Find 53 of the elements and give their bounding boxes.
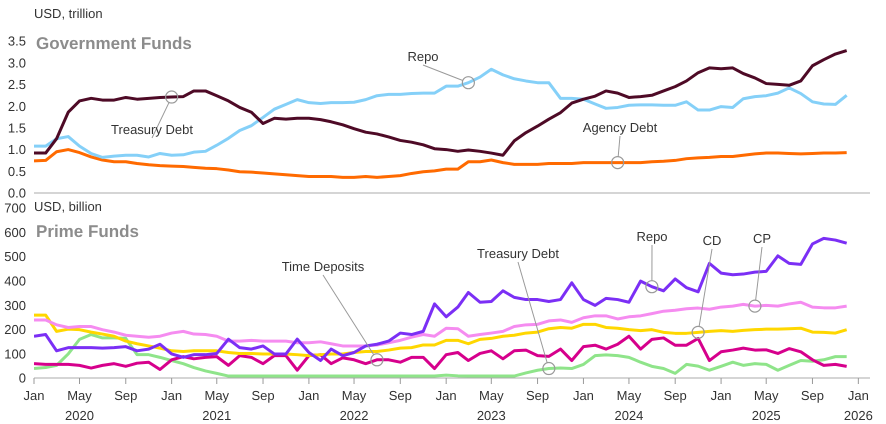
y-tick-label: 300 <box>4 298 26 313</box>
x-tick-label: Sep <box>388 388 412 403</box>
y-tick-label: 200 <box>4 322 26 338</box>
y-tick-label: 0 <box>18 370 26 386</box>
text: Time Deposits <box>282 259 365 274</box>
line-series <box>34 333 848 378</box>
y-tick-label: 0.5 <box>8 164 26 179</box>
line-series <box>34 314 848 358</box>
text: Agency Debt <box>582 120 658 135</box>
y-tick-label: 3.0 <box>8 55 26 70</box>
x-tick-label: May 2022 <box>340 388 368 423</box>
text: Treasury Debt <box>477 246 560 261</box>
y-tick-label: 100 <box>4 346 26 362</box>
x-tick-label: Sep <box>251 388 275 403</box>
x-tick-label: Jan <box>436 388 457 403</box>
x-tick-label: May 2023 <box>476 388 506 423</box>
x-tick-label: Jan 2026 <box>844 388 873 423</box>
line-series <box>34 49 848 157</box>
y-axis-title: USD, trillion <box>34 6 103 21</box>
y-tick-label: 700 <box>4 200 26 216</box>
series-label: Treasury Debt <box>111 122 194 137</box>
line-series <box>34 148 848 179</box>
y-tick-label: 2.5 <box>8 77 26 92</box>
x-tick-label: Sep <box>114 388 138 403</box>
x-tick-label: Jan <box>572 388 594 403</box>
line-series <box>34 68 848 159</box>
x-tick-label: May 2024 <box>614 388 644 423</box>
series-label: Repo <box>407 49 439 64</box>
y-tick-label: 3.5 <box>8 34 26 49</box>
text: Repo <box>636 229 668 244</box>
x-tick-label: May 2025 <box>752 388 781 423</box>
x-tick-label: Sep <box>664 388 687 403</box>
x-tick-label: May 2021 <box>202 388 232 423</box>
y-tick-label: 500 <box>4 249 26 264</box>
x-tick-label: Jan <box>710 388 732 403</box>
y-tick-label: 2.0 <box>8 98 26 114</box>
y-tick-label: 0.0 <box>8 186 26 201</box>
text: Prime Funds <box>36 222 139 241</box>
text: CP <box>752 231 772 246</box>
text: CD <box>702 233 722 248</box>
line-series <box>34 300 848 348</box>
x-tick-label: Jan <box>161 388 182 403</box>
y-tick-label: 400 <box>4 273 26 288</box>
y-axis-title: USD, billion <box>34 199 102 214</box>
x-tick-label: Jan <box>298 388 320 403</box>
y-tick-label: 1.5 <box>8 120 26 136</box>
x-tick-label: Jan <box>24 388 44 403</box>
chart-title: Government Funds <box>36 34 192 53</box>
y-tick-label: 600 <box>4 224 26 240</box>
y-tick-label: 1.0 <box>8 142 26 158</box>
x-tick-label: Sep <box>526 388 550 403</box>
x-tick-label: May 2020 <box>65 388 94 423</box>
x-tick-label: Sep <box>800 388 824 403</box>
